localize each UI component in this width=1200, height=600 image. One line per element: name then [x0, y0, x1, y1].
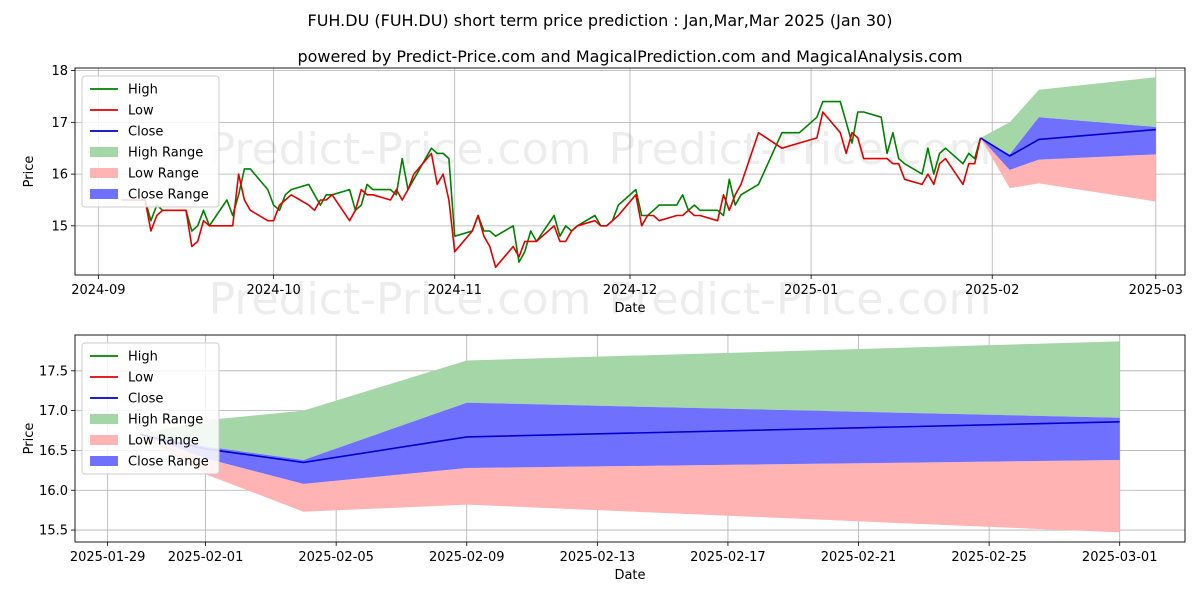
y-tick-label: 15.5: [39, 524, 68, 539]
x-tick-label: 2024-12: [603, 283, 657, 298]
legend-label: High: [128, 83, 158, 98]
x-tick-label: 2025-02-05: [298, 550, 374, 565]
legend-label: Low: [128, 371, 154, 386]
legend-label: High: [128, 350, 158, 365]
y-tick-label: 17.0: [39, 404, 68, 419]
x-tick-label: 2025-02-01: [168, 550, 244, 565]
legend-label: Close: [128, 392, 163, 407]
x-axis-label: Date: [614, 568, 645, 583]
legend-label: Close Range: [128, 455, 209, 470]
x-tick-label: 2025-02-25: [951, 550, 1027, 565]
legend-swatch: [90, 168, 118, 178]
legend: High Low Close High Range Low Range Close Ran…: [81, 342, 220, 475]
x-axis-label: Date: [614, 301, 645, 316]
legend-swatch: [90, 147, 118, 157]
y-tick-label: 17.5: [39, 364, 68, 379]
y-tick-label: 16.5: [39, 444, 68, 459]
x-tick-label: 2025-01-29: [70, 550, 146, 565]
axes-frame: [74, 334, 1186, 543]
legend-label: Low Range: [128, 434, 199, 449]
y-tick-label: 16: [51, 168, 68, 183]
high-range-band: [980, 77, 1156, 155]
x-tick-label: 2024-11: [428, 283, 482, 298]
y-tick-label: 18: [51, 64, 68, 79]
x-tick-label: 2025-02: [965, 283, 1019, 298]
close-range-band: [140, 402, 1120, 484]
x-tick-label: 2025-01: [784, 283, 838, 298]
legend-swatch: [90, 435, 118, 445]
legend-label: Close: [128, 125, 163, 140]
legend-swatch: [90, 414, 118, 424]
low-series-line: [121, 111, 982, 269]
y-tick-label: 15: [51, 219, 68, 234]
x-tick-label: 2024-09: [71, 283, 125, 298]
y-axis-label: Price: [22, 156, 37, 188]
x-tick-label: 2025-02-17: [690, 550, 766, 565]
plot-area: [140, 341, 1120, 533]
low-range-band: [140, 434, 1120, 533]
legend-swatch: [90, 456, 118, 466]
chart-subtitle: powered by Predict-Price.com and Magical…: [297, 47, 962, 66]
legend-label: Low Range: [128, 167, 199, 182]
legend-label: Low: [128, 104, 154, 119]
plot-area: [121, 77, 1156, 269]
watermark-text: Predict-Price.com: [209, 124, 592, 175]
legend-label: High Range: [128, 146, 203, 161]
x-tick-label: 2024-10: [246, 283, 300, 298]
close-series-line: [980, 128, 1156, 157]
low-range-band: [980, 137, 1156, 202]
x-tick-label: 2025-03-01: [1082, 550, 1158, 565]
x-tick-label: 2025-02-21: [821, 550, 897, 565]
high-series-line: [121, 100, 982, 263]
high-range-band: [140, 341, 1120, 460]
x-tick-label: 2025-02-13: [560, 550, 636, 565]
watermark-text: Predict-Price.com: [209, 274, 592, 325]
legend-label: High Range: [128, 413, 203, 428]
legend: High Low Close High Range Low Range Close Ran…: [81, 75, 220, 208]
legend-label: Close Range: [128, 188, 209, 203]
top-panel: 2024-09 2024-10 2024-11 2024-12 2025-01 2025-…: [22, 64, 1186, 325]
x-tick-label: 2025-02-09: [429, 550, 505, 565]
watermark-text: Predict-Price.com: [609, 274, 992, 325]
y-axis-label: Price: [22, 423, 37, 455]
chart-title: FUH.DU (FUH.DU) short term price predict…: [308, 11, 893, 30]
close-range-band: [980, 117, 1156, 170]
bottom-panel: 2025-01-29 2025-02-01 2025-02-05 2025-02-09…: [22, 334, 1186, 583]
y-tick-label: 16.0: [39, 484, 68, 499]
legend-swatch: [90, 189, 118, 199]
axes-frame: [74, 67, 1186, 276]
x-tick-label: 2025-03: [1129, 283, 1183, 298]
y-tick-label: 17: [51, 116, 68, 131]
